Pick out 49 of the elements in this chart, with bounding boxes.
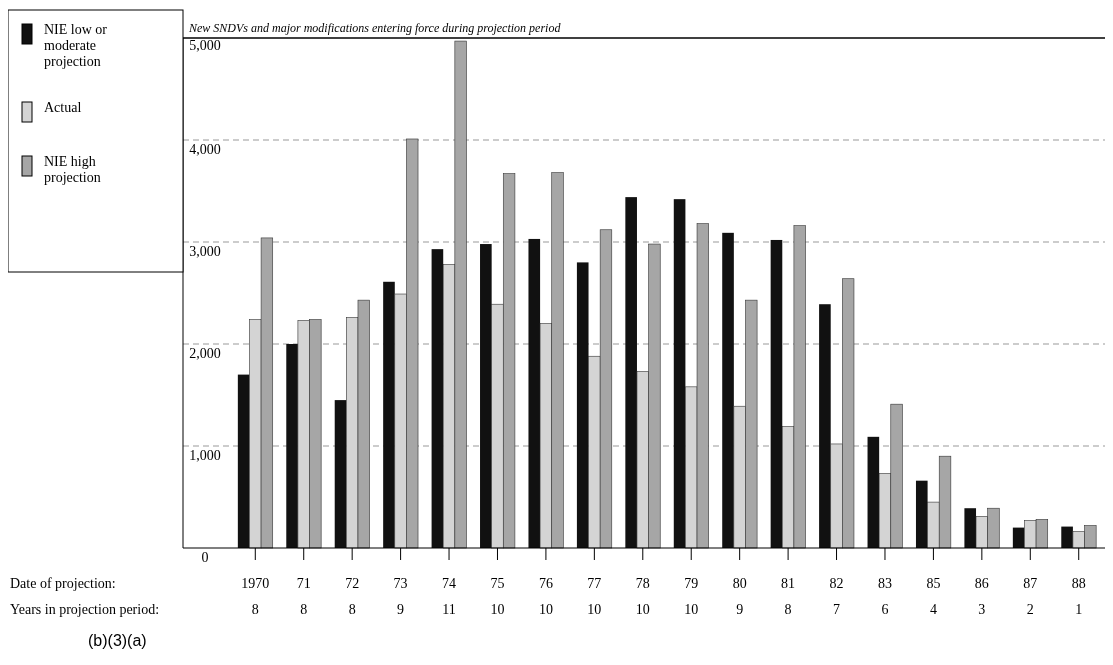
text: 8 (348, 602, 356, 617)
y-tick-label: 3,000 (189, 244, 221, 259)
chart-title: New SNDVs and major modifications entering force during projection period (188, 21, 562, 35)
x-tick-label: 73 (393, 576, 408, 591)
text: 9 (736, 602, 744, 617)
y-tick-label: 5,000 (189, 38, 221, 53)
x-tick-label: 78 (635, 576, 650, 591)
text: 11 (442, 602, 456, 617)
x-tick-label: 85 (926, 576, 941, 591)
text: 8 (251, 602, 259, 617)
x-tick-label: 82 (829, 576, 844, 591)
x-tick-label: 87 (1023, 576, 1038, 591)
text: 10 (490, 602, 505, 617)
x-tick-label: 83 (877, 576, 892, 591)
text: Date of projection: (10, 576, 116, 591)
text: 4 (929, 602, 937, 617)
text: 3 (978, 602, 986, 617)
text: 9 (397, 602, 405, 617)
legend-label: NIE high projection (44, 154, 101, 185)
text: (b)(3)(a) (88, 632, 147, 649)
text: 1 (1075, 602, 1083, 617)
x-tick-label: 79 (684, 576, 699, 591)
text: 8 (300, 602, 308, 617)
y-tick-label: 1,000 (189, 448, 221, 463)
legend-label: NIE low or moderate projection (44, 22, 108, 69)
text: 7 (833, 602, 841, 617)
x-tick-label: 80 (732, 576, 747, 591)
x-tick-label: 72 (345, 576, 360, 591)
x-tick-label: 88 (1071, 576, 1086, 591)
text: 10 (635, 602, 650, 617)
x-tick-label: 86 (974, 576, 989, 591)
text: 2 (1026, 602, 1034, 617)
x-tick-label: 81 (781, 576, 796, 591)
x-tick-label: 1970 (241, 576, 270, 591)
legend-label: Actual (44, 100, 82, 115)
y-tick-label: 4,000 (189, 142, 221, 157)
text: 10 (587, 602, 602, 617)
text: 10 (538, 602, 553, 617)
text: Years in projection period: (10, 602, 160, 617)
y-tick-label: 2,000 (189, 346, 221, 361)
x-tick-label: 75 (490, 576, 505, 591)
x-tick-label: 77 (587, 576, 602, 591)
x-tick-label: 74 (442, 576, 457, 591)
x-tick-label: 71 (296, 576, 311, 591)
text: 8 (784, 602, 792, 617)
text: 6 (881, 602, 889, 617)
text: 10 (684, 602, 699, 617)
x-tick-label: 76 (538, 576, 553, 591)
y-tick-label: 0 (201, 550, 209, 565)
